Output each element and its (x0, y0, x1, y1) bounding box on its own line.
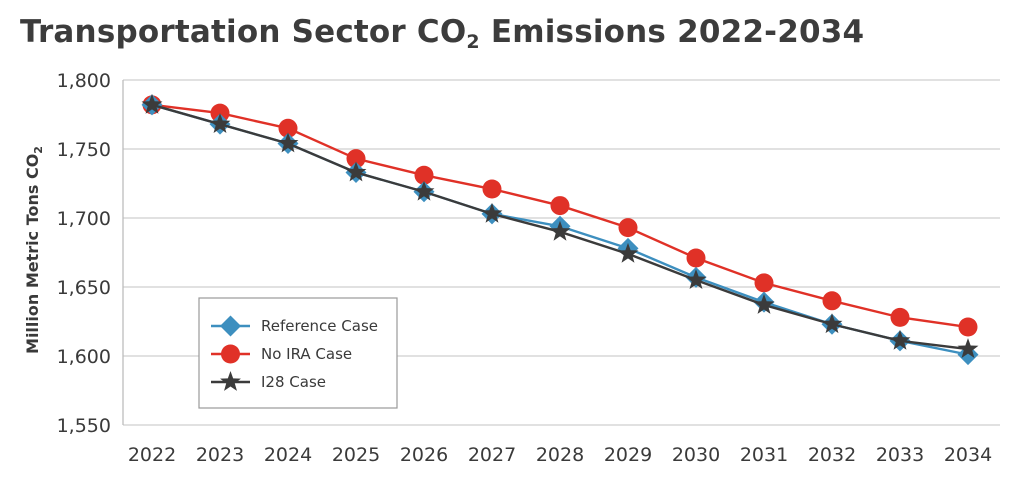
y-tick-label: 1,700 (57, 208, 111, 230)
legend-marker (220, 315, 241, 337)
y-tick-label: 1,800 (57, 70, 111, 92)
data-point (617, 242, 639, 263)
data-point (890, 307, 910, 327)
data-point (686, 248, 706, 268)
data-point (754, 273, 774, 293)
x-tick-label: 2024 (264, 444, 312, 466)
x-tick-label: 2033 (876, 444, 924, 466)
x-tick-label: 2031 (740, 444, 788, 466)
legend-label: No IRA Case (261, 345, 352, 363)
x-tick-label: 2028 (536, 444, 584, 466)
y-tick-label: 1,650 (57, 277, 111, 299)
legend-item: I28 Case (211, 371, 326, 391)
x-axis-ticks: 2022 2023 2024 2025 2026 2027 2028 2029 2030 2031… (128, 444, 992, 466)
legend-label: Reference Case (261, 317, 378, 335)
legend-item: No IRA Case (211, 344, 352, 364)
data-point (550, 196, 570, 216)
data-point (278, 118, 298, 138)
data-point (345, 161, 367, 182)
data-point (822, 291, 842, 311)
x-tick-label: 2034 (944, 444, 992, 466)
data-point (210, 103, 230, 123)
data-point (209, 113, 231, 134)
series-no-ira-case (142, 95, 978, 337)
data-point (481, 202, 503, 223)
x-tick-label: 2026 (400, 444, 448, 466)
data-point (141, 93, 163, 114)
data-point (414, 165, 434, 185)
y-axis-ticks: 1,550 1,600 1,650 1,700 1,750 1,800 (57, 70, 111, 437)
y-axis-label: Million Metric Tons CO2 (23, 146, 45, 354)
x-tick-label: 2029 (604, 444, 652, 466)
legend-label: I28 Case (261, 373, 326, 391)
data-point (346, 149, 366, 169)
x-tick-label: 2025 (332, 444, 380, 466)
chart-title: Transportation Sector CO2 Emissions 2022… (20, 14, 865, 53)
data-point (277, 132, 299, 153)
legend-marker (221, 344, 240, 364)
data-point (889, 329, 911, 350)
y-tick-label: 1,550 (57, 415, 111, 437)
data-point (957, 338, 979, 358)
x-tick-label: 2023 (196, 444, 244, 466)
data-point (413, 180, 435, 201)
x-tick-label: 2022 (128, 444, 176, 466)
series-group (141, 93, 979, 366)
x-tick-label: 2030 (672, 444, 720, 466)
legend: Reference Case No IRA Case I28 Case (198, 297, 398, 409)
y-tick-label: 1,750 (57, 139, 111, 161)
data-point (958, 317, 978, 337)
x-tick-label: 2027 (468, 444, 516, 466)
data-point (482, 179, 502, 199)
x-tick-label: 2032 (808, 444, 856, 466)
data-point (685, 269, 707, 289)
data-point (618, 218, 638, 238)
data-point (821, 313, 843, 334)
legend-marker (220, 371, 241, 391)
series-i28-case (141, 93, 979, 358)
legend-item: Reference Case (211, 315, 378, 337)
y-tick-label: 1,600 (57, 346, 111, 368)
data-point (549, 220, 571, 241)
data-point (753, 293, 775, 314)
